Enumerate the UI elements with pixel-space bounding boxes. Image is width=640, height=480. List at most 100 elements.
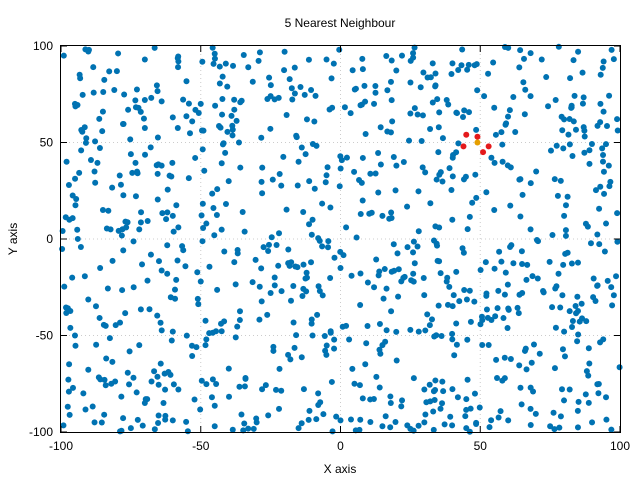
data-point [481, 93, 488, 100]
data-point [430, 237, 437, 244]
data-point [373, 373, 380, 380]
data-point [557, 304, 564, 311]
data-point [239, 208, 246, 215]
data-point [287, 356, 294, 363]
data-point [309, 332, 316, 339]
data-point [85, 296, 92, 303]
data-point [180, 96, 187, 103]
data-point [352, 85, 359, 92]
data-point [65, 388, 72, 395]
data-point [81, 124, 88, 131]
data-point [349, 365, 356, 372]
data-point [561, 328, 568, 335]
data-point [111, 86, 118, 93]
data-point [315, 401, 322, 408]
data-point [449, 303, 456, 310]
data-point [60, 52, 67, 59]
data-point [283, 112, 290, 119]
data-point [383, 53, 390, 60]
data-point [381, 266, 388, 273]
data-point [281, 48, 288, 55]
data-point [185, 175, 192, 182]
data-point [411, 105, 418, 112]
data-point [392, 187, 399, 194]
data-point [229, 122, 236, 129]
data-point [586, 160, 593, 167]
data-point [438, 333, 445, 340]
data-point [388, 215, 395, 222]
data-point [582, 391, 589, 398]
data-point [606, 183, 613, 190]
data-point [488, 417, 495, 424]
data-point [398, 52, 405, 59]
data-point [236, 317, 243, 324]
data-point [463, 296, 470, 303]
data-point [211, 55, 218, 62]
data-point [594, 122, 601, 129]
data-point [404, 244, 411, 251]
data-point [306, 407, 313, 414]
data-point [600, 168, 607, 175]
data-point [74, 235, 81, 242]
data-point [605, 162, 612, 169]
data-point [315, 235, 322, 242]
data-point [552, 97, 559, 104]
data-point [581, 149, 588, 156]
data-point [466, 428, 473, 435]
data-point [549, 304, 556, 311]
data-point [375, 272, 382, 279]
data-point [569, 318, 576, 325]
data-point [514, 304, 521, 311]
data-point [273, 386, 280, 393]
data-point [117, 319, 124, 326]
data-point [289, 96, 296, 103]
data-point [203, 220, 210, 227]
data-point [90, 89, 97, 96]
data-point [477, 267, 484, 274]
data-point [564, 193, 571, 200]
data-point [308, 259, 315, 266]
data-point [367, 418, 374, 425]
data-point [449, 336, 456, 343]
data-point [569, 324, 576, 331]
data-point [454, 394, 461, 401]
data-point [211, 402, 218, 409]
data-point [256, 283, 263, 290]
data-point [575, 331, 582, 338]
data-point [154, 373, 161, 380]
y-tick-label: -100 [29, 425, 53, 439]
data-point [483, 189, 490, 196]
data-point [410, 50, 417, 57]
data-point [430, 388, 437, 395]
data-point [461, 287, 468, 294]
data-point [101, 76, 108, 83]
y-tick-label: 0 [46, 232, 53, 246]
data-point [430, 408, 437, 415]
data-point [319, 243, 326, 250]
data-point [327, 274, 334, 281]
data-point [574, 259, 581, 266]
data-point [343, 154, 350, 161]
data-point [449, 60, 456, 67]
data-point [158, 327, 165, 334]
data-point [446, 165, 453, 172]
data-point [179, 243, 186, 250]
data-point [264, 95, 271, 102]
data-point [264, 311, 271, 318]
data-point [500, 315, 507, 322]
data-point [162, 416, 169, 423]
data-point [295, 158, 302, 165]
data-point [420, 274, 427, 281]
data-point [422, 411, 429, 418]
data-point [377, 124, 384, 131]
data-point [224, 128, 231, 135]
data-point [164, 270, 171, 277]
data-point [590, 275, 597, 282]
data-point [359, 55, 366, 62]
data-point [323, 172, 330, 179]
data-point [203, 381, 210, 388]
data-point [392, 419, 399, 426]
data-point [285, 351, 292, 358]
data-point [432, 377, 439, 384]
data-point [85, 48, 92, 55]
